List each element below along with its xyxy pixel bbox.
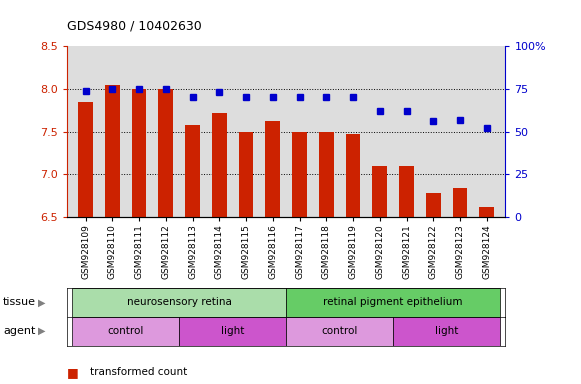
Bar [239, 131, 253, 217]
Text: control: control [321, 326, 358, 336]
Bar [266, 121, 280, 217]
Bar [105, 84, 120, 217]
Bar [159, 89, 173, 217]
Text: ▶: ▶ [38, 297, 45, 308]
Bar [479, 207, 494, 217]
Text: control: control [107, 326, 144, 336]
Bar [399, 166, 414, 217]
Bar [292, 131, 307, 217]
Bar [185, 125, 200, 217]
Bar [319, 131, 333, 217]
Bar [346, 134, 360, 217]
Text: retinal pigment epithelium: retinal pigment epithelium [324, 297, 463, 308]
Text: tissue: tissue [3, 297, 36, 308]
Text: light: light [435, 326, 458, 336]
Text: agent: agent [3, 326, 35, 336]
Bar [212, 113, 227, 217]
Text: transformed count: transformed count [90, 367, 187, 377]
Bar [72, 317, 179, 346]
Bar [78, 102, 93, 217]
Bar [286, 288, 500, 317]
Text: ▶: ▶ [38, 326, 45, 336]
Bar [453, 188, 467, 217]
Bar [286, 317, 393, 346]
Bar [72, 288, 286, 317]
Bar [372, 166, 387, 217]
Text: GDS4980 / 10402630: GDS4980 / 10402630 [67, 20, 202, 33]
Text: neurosensory retina: neurosensory retina [127, 297, 232, 308]
Text: light: light [221, 326, 245, 336]
Text: ■: ■ [67, 366, 78, 379]
Bar [426, 193, 440, 217]
Bar [132, 89, 146, 217]
Bar [179, 317, 286, 346]
Bar [393, 317, 500, 346]
